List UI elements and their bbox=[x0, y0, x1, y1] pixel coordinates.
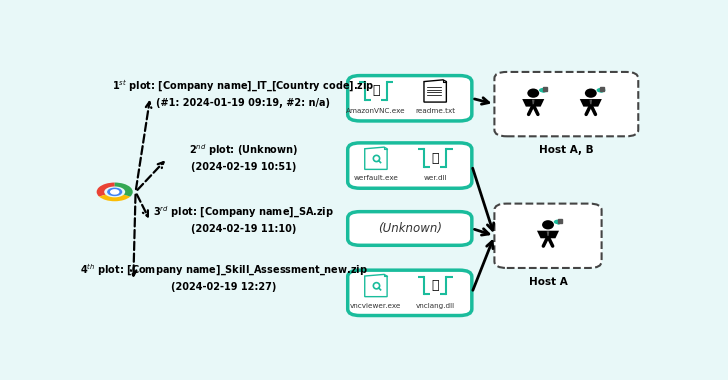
Text: wer.dll: wer.dll bbox=[424, 175, 447, 181]
Text: 3$^{rd}$ plot: [Company name]_SA.zip: 3$^{rd}$ plot: [Company name]_SA.zip bbox=[153, 204, 334, 220]
Text: readme.txt: readme.txt bbox=[415, 108, 455, 114]
Polygon shape bbox=[547, 231, 549, 236]
Polygon shape bbox=[537, 231, 559, 238]
Text: (#1: 2024-01-19 09:19, #2: n/a): (#1: 2024-01-19 09:19, #2: n/a) bbox=[157, 98, 331, 108]
FancyBboxPatch shape bbox=[348, 270, 472, 315]
Polygon shape bbox=[365, 147, 387, 169]
FancyBboxPatch shape bbox=[348, 76, 472, 121]
FancyBboxPatch shape bbox=[348, 212, 472, 245]
Text: werfault.exe: werfault.exe bbox=[354, 175, 398, 181]
Ellipse shape bbox=[542, 220, 554, 230]
Text: 4$^{th}$ plot: [Company name]_Skill_Assessment_new.zip: 4$^{th}$ plot: [Company name]_Skill_Asse… bbox=[79, 263, 368, 278]
Text: 🐛: 🐛 bbox=[432, 279, 439, 292]
Polygon shape bbox=[532, 100, 534, 104]
Text: 2$^{nd}$ plot: (Unknown): 2$^{nd}$ plot: (Unknown) bbox=[189, 142, 298, 158]
Text: Host A: Host A bbox=[529, 277, 567, 287]
Polygon shape bbox=[424, 80, 446, 102]
Wedge shape bbox=[115, 182, 132, 196]
Text: (2024-02-19 11:10): (2024-02-19 11:10) bbox=[191, 224, 296, 234]
FancyBboxPatch shape bbox=[348, 143, 472, 188]
Polygon shape bbox=[365, 274, 387, 297]
Circle shape bbox=[108, 188, 122, 195]
Text: Host A, B: Host A, B bbox=[539, 145, 593, 155]
Text: AmazonVNC.exe: AmazonVNC.exe bbox=[346, 108, 405, 114]
Text: (Unknown): (Unknown) bbox=[378, 222, 442, 235]
Ellipse shape bbox=[585, 89, 597, 98]
Wedge shape bbox=[97, 182, 115, 196]
Text: vncviewer.exe: vncviewer.exe bbox=[350, 302, 402, 309]
FancyBboxPatch shape bbox=[494, 72, 638, 136]
Text: 🐛: 🐛 bbox=[372, 84, 380, 97]
Polygon shape bbox=[579, 99, 602, 107]
Polygon shape bbox=[522, 99, 545, 107]
Text: (2024-02-19 10:51): (2024-02-19 10:51) bbox=[191, 162, 296, 172]
Text: 1$^{st}$ plot: [Company name]_IT_[Country code].zip: 1$^{st}$ plot: [Company name]_IT_[Countr… bbox=[112, 79, 375, 94]
Polygon shape bbox=[590, 100, 592, 104]
Ellipse shape bbox=[527, 89, 539, 98]
Circle shape bbox=[111, 190, 119, 194]
FancyBboxPatch shape bbox=[494, 204, 601, 268]
Wedge shape bbox=[99, 195, 130, 201]
Text: 🐛: 🐛 bbox=[432, 152, 439, 165]
Text: (2024-02-19 12:27): (2024-02-19 12:27) bbox=[171, 282, 276, 292]
Text: vnclang.dll: vnclang.dll bbox=[416, 302, 455, 309]
